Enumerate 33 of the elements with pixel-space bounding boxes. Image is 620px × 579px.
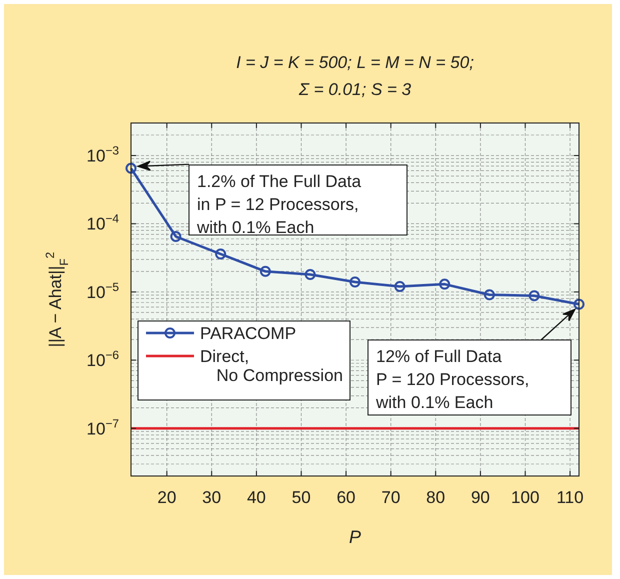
x-tick-label: 80 xyxy=(426,488,446,507)
x-tick-label: 110 xyxy=(556,488,584,507)
point xyxy=(215,248,226,260)
x-tick-label: 70 xyxy=(381,488,400,507)
y-tick-label: 10$^{−4}$ xyxy=(86,212,120,234)
point xyxy=(170,230,182,242)
point xyxy=(260,266,271,277)
y-tick-label: 10$^{−3}$ xyxy=(86,144,120,166)
point xyxy=(528,290,540,302)
point xyxy=(126,162,136,174)
annotation: 12% of Full Data P = 120 Processors, with 0.1% Each xyxy=(375,347,530,412)
x-tick-label: 60 xyxy=(336,488,356,507)
point xyxy=(304,269,316,280)
x-tick-label: 50 xyxy=(292,488,311,507)
x-tick-label: 30 xyxy=(202,488,222,507)
chart-title: I = J = K = 500; L = M = N = 50; xyxy=(236,53,474,72)
x-tick-label: 100 xyxy=(511,488,540,507)
x-tick-label: 90 xyxy=(470,488,490,507)
chart-subtitle: Σ = 0.01; S = 3 xyxy=(298,80,412,99)
y-tick-label: 10$^{−7}$ xyxy=(86,416,120,438)
annotation: 1.2% of The Full Data in P = 12 Processors, with 0.1% Each xyxy=(196,172,362,237)
x-tick-label: 40 xyxy=(246,488,266,507)
y-tick-label: 10$^{−5}$ xyxy=(86,280,120,302)
legend-label: PARACOMP xyxy=(200,324,296,343)
x-tick-label: 20 xyxy=(157,488,176,507)
point xyxy=(484,289,495,300)
point xyxy=(574,298,584,310)
x-axis-title: P xyxy=(348,527,362,547)
y-tick-label: 10$^{−6}$ xyxy=(86,348,120,370)
legend-label: Direct, No Compression xyxy=(200,347,343,385)
point xyxy=(350,276,360,288)
point xyxy=(439,278,450,290)
point xyxy=(394,281,406,292)
